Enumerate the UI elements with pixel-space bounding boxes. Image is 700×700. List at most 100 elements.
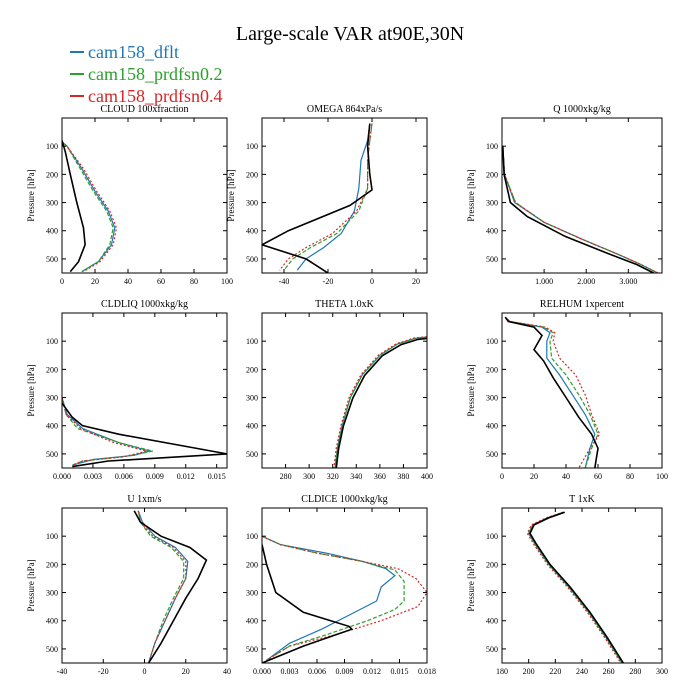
x-tick-label: 0.009: [146, 472, 164, 481]
x-tick-label: 0.006: [115, 472, 133, 481]
y-tick-label: 100: [246, 337, 258, 346]
y-tick-label: 100: [246, 142, 258, 151]
x-tick-label: 0.012: [363, 667, 381, 676]
y-tick-label: 200: [486, 170, 498, 179]
panel-title: CLDICE 1000xkg/kg: [301, 494, 387, 505]
x-tick-label: 0: [60, 277, 64, 286]
y-tick-label: 500: [46, 450, 58, 459]
y-tick-label: 300: [486, 589, 498, 598]
legend-label: cam158_dflt: [88, 42, 179, 62]
series-line-3: [335, 337, 427, 468]
plot-frame: [61, 117, 228, 274]
x-tick-label: 320: [327, 472, 339, 481]
y-tick-label: 200: [246, 560, 258, 569]
x-tick-label: 80: [190, 277, 198, 286]
y-tick-label: 400: [46, 422, 58, 431]
panel-0: CLOUD 100xfraction 0 20 40 60 80 100 100 200 300 4…: [26, 104, 233, 286]
y-tick-label: 500: [46, 645, 58, 654]
y-tick-label: 400: [486, 422, 498, 431]
y-tick-label: 500: [486, 255, 498, 264]
x-tick-label: 0: [500, 472, 504, 481]
y-tick-label: 300: [246, 589, 258, 598]
y-tick-label: 500: [246, 255, 258, 264]
y-tick-label: 100: [486, 142, 498, 151]
panel-title: RELHUM 1xpercent: [540, 299, 624, 310]
series-line-3: [262, 544, 354, 663]
x-tick-label: 0: [370, 277, 374, 286]
x-tick-label: 300: [303, 472, 315, 481]
y-axis-label: Pressure [hPa]: [26, 169, 36, 221]
series-line-1: [504, 316, 599, 468]
legend: cam158_dfltcam158_prdfsn0.2cam158_prdfsn…: [70, 42, 222, 106]
series-line-1: [283, 123, 373, 271]
series-line-0: [502, 146, 659, 273]
x-tick-label: 100: [656, 472, 668, 481]
y-axis-label: Pressure [hPa]: [26, 364, 36, 416]
y-tick-label: 200: [46, 560, 58, 569]
x-tick-label: 0: [143, 667, 147, 676]
y-axis-label: Pressure [hPa]: [466, 364, 476, 416]
plot-frame: [261, 312, 428, 469]
x-tick-label: 0.003: [84, 472, 102, 481]
y-tick-label: 500: [486, 645, 498, 654]
plot-frame: [501, 507, 663, 664]
x-tick-label: 300: [656, 667, 668, 676]
y-tick-label: 200: [486, 365, 498, 374]
series-line-3: [262, 123, 373, 273]
plot-frame: [261, 117, 428, 274]
panel-title: T 1xK: [569, 494, 595, 505]
series-line-3: [62, 402, 227, 468]
x-tick-label: 2.000: [577, 277, 595, 286]
x-tick-label: 0.012: [177, 472, 195, 481]
x-tick-label: 20: [530, 472, 538, 481]
panel-title: CLDLIQ 1000xkg/kg: [101, 299, 188, 310]
y-tick-label: 400: [46, 227, 58, 236]
y-tick-label: 300: [46, 199, 58, 208]
x-tick-label: -20: [323, 277, 334, 286]
series-line-2: [279, 123, 373, 271]
figure-title: Large-scale VAR at90E,30N: [236, 23, 464, 45]
x-tick-label: 20: [412, 277, 420, 286]
y-tick-label: 300: [46, 394, 58, 403]
x-tick-label: 0.003: [281, 667, 299, 676]
y-tick-label: 100: [486, 532, 498, 541]
y-tick-label: 500: [246, 645, 258, 654]
x-tick-label: 280: [280, 472, 292, 481]
y-tick-label: 500: [46, 255, 58, 264]
panel-title: CLOUD 100xfraction: [100, 104, 188, 115]
panel-title: U 1xm/s: [127, 494, 161, 505]
series-line-2: [502, 146, 659, 273]
y-axis-label: Pressure [hPa]: [466, 559, 476, 611]
y-tick-label: 300: [246, 199, 258, 208]
x-tick-label: 40: [562, 472, 570, 481]
x-tick-label: 20: [91, 277, 99, 286]
plot-frame: [501, 312, 663, 469]
x-tick-label: 180: [496, 667, 508, 676]
series-line-2: [137, 510, 187, 663]
x-tick-label: 80: [626, 472, 634, 481]
panel-2: Q 1000xkg/kg 1.000 2.000 3.000 100 200 300 400 5…: [466, 104, 663, 286]
x-tick-label: 220: [549, 667, 561, 676]
x-tick-label: 200: [523, 667, 535, 676]
panel-6: U 1xm/s -40 -20 0 20 40 100 200 300 400 500 Pressur…: [26, 494, 231, 676]
x-tick-label: 0.000: [53, 472, 71, 481]
y-tick-label: 200: [246, 170, 258, 179]
series-line-2: [333, 336, 427, 468]
y-tick-label: 400: [246, 227, 258, 236]
series-line-2: [504, 316, 601, 468]
series-line-1: [137, 510, 185, 663]
legend-label: cam158_prdfsn0.2: [88, 64, 222, 84]
series-line-1: [62, 141, 114, 273]
x-tick-label: 3.000: [619, 277, 637, 286]
series-line-3: [502, 146, 654, 273]
plot-frame: [61, 312, 228, 469]
series-line-3: [529, 511, 624, 663]
y-tick-label: 500: [246, 450, 258, 459]
y-tick-label: 300: [486, 394, 498, 403]
panel-3: CLDLIQ 1000xkg/kg 0.000 0.003 0.006 0.009 0.0…: [26, 299, 228, 481]
x-tick-label: 380: [397, 472, 409, 481]
x-tick-label: 0.009: [336, 667, 354, 676]
y-tick-label: 100: [46, 142, 58, 151]
x-tick-label: 100: [221, 277, 233, 286]
y-tick-label: 400: [486, 617, 498, 626]
